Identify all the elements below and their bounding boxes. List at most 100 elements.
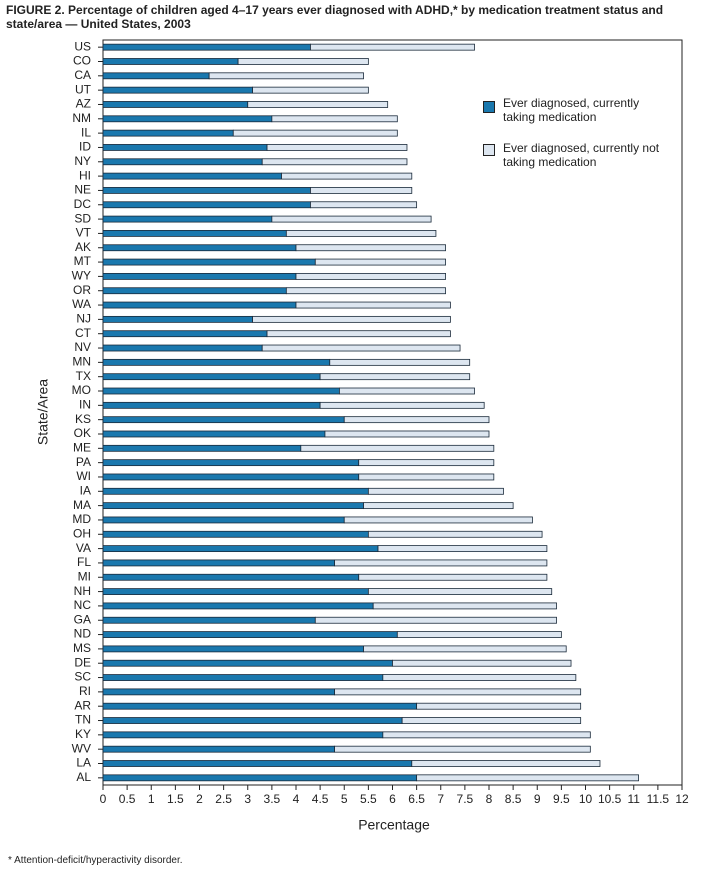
bar-segment [382, 731, 591, 739]
bar-segment [401, 717, 582, 724]
bar-segment [102, 301, 297, 309]
bar-segment [102, 616, 316, 624]
y-tick-label: NM [72, 111, 91, 125]
bar-segment [102, 545, 379, 553]
bar-segment [102, 244, 297, 252]
y-tick-label: SC [74, 670, 91, 684]
y-tick-label: AK [75, 240, 91, 254]
x-tick-label: 11.5 [647, 792, 670, 806]
bar-segment [102, 731, 384, 739]
x-tick-label: 0 [100, 792, 107, 806]
bar-segment [102, 330, 268, 338]
bar-segment [392, 659, 572, 667]
bar-segment [261, 344, 461, 352]
bar-segment [102, 373, 321, 381]
bar-segment [102, 272, 297, 280]
bar-segment [237, 58, 369, 65]
y-tick-label: UT [75, 82, 92, 96]
bar-segment [363, 502, 514, 510]
bar-segment [102, 387, 340, 395]
bar-segment [102, 674, 384, 681]
y-tick-label: WY [72, 269, 91, 283]
y-tick-label: IN [79, 398, 91, 412]
y-tick-label: ID [79, 140, 91, 154]
y-tick-label: CO [73, 54, 91, 68]
y-tick-label: MA [73, 498, 91, 512]
bar-segment [247, 101, 389, 108]
bar-segment [314, 616, 557, 624]
y-tick-label: DC [74, 197, 92, 211]
bar-segment [281, 172, 413, 180]
x-tick-label: 3.5 [264, 792, 281, 806]
x-tick-label: 6.5 [408, 792, 425, 806]
y-tick-label: US [74, 39, 91, 53]
bar-segment [343, 416, 490, 424]
bar-segment [334, 688, 582, 696]
y-tick-label: AZ [76, 97, 91, 111]
bar-segment [252, 86, 369, 94]
bar-segment [295, 244, 446, 252]
bar-segment [271, 215, 432, 223]
bar-segment [367, 530, 543, 538]
y-tick-label: TN [75, 713, 91, 727]
y-tick-label: NV [74, 340, 91, 354]
bar-segment [252, 315, 451, 323]
bar-segment [372, 602, 557, 610]
bar-segment [285, 230, 437, 237]
bar-segment [310, 43, 475, 51]
bar-segment [102, 115, 273, 123]
y-tick-label: AR [74, 698, 91, 712]
bar-segment [232, 129, 398, 137]
legend-label: Ever diagnosed, currently taking medicat… [503, 96, 640, 124]
bar-segment [102, 645, 364, 653]
x-tick-label: 9 [534, 792, 541, 806]
bar-segment [343, 516, 533, 524]
bar-segment [377, 545, 548, 553]
y-tick-label: OH [73, 526, 91, 540]
bar-segment [102, 702, 418, 710]
legend-swatch [483, 101, 495, 113]
bar-segment [102, 230, 287, 237]
y-tick-label: PA [76, 455, 91, 469]
y-tick-label: VT [76, 226, 92, 240]
bar-segment [208, 72, 364, 80]
bar-segment [271, 115, 398, 123]
y-tick-label: MS [73, 641, 91, 655]
bar-segment [266, 330, 451, 338]
bar-segment [102, 401, 321, 409]
bar-segment [382, 674, 577, 681]
chart-title: FIGURE 2. Percentage of children aged 4–… [6, 3, 664, 31]
bar-segment [339, 387, 475, 395]
bar-segment [295, 301, 451, 309]
bar-segment [261, 158, 408, 166]
bar-segment [102, 58, 239, 65]
bar-segment [102, 101, 249, 108]
bar-segment [102, 588, 369, 595]
bar-segment [367, 588, 553, 595]
y-tick-label: CT [75, 326, 92, 340]
x-tick-label: 7.5 [457, 792, 474, 806]
x-tick-label: 9.5 [553, 792, 570, 806]
x-tick-label: 3 [244, 792, 251, 806]
bar-segment [102, 717, 403, 724]
bar-segment [319, 373, 471, 381]
y-tick-label: WI [76, 469, 91, 483]
y-tick-label: NJ [76, 312, 91, 326]
y-tick-label: RI [79, 684, 91, 698]
bar-segment [102, 416, 345, 424]
y-tick-label: NE [74, 183, 91, 197]
x-tick-label: 4 [293, 792, 300, 806]
y-tick-label: LA [76, 756, 91, 770]
bar-segment [102, 459, 360, 467]
y-tick-label: IL [81, 125, 91, 139]
y-tick-label: ND [74, 627, 92, 641]
x-tick-label: 11 [628, 792, 641, 806]
x-tick-label: 10.5 [598, 792, 622, 806]
bar-segment [334, 559, 548, 567]
bar-segment [102, 602, 374, 610]
bar-segment [310, 201, 418, 209]
bar-segment [367, 487, 504, 495]
bar-segment [102, 215, 273, 223]
y-tick-label: WA [72, 297, 91, 311]
